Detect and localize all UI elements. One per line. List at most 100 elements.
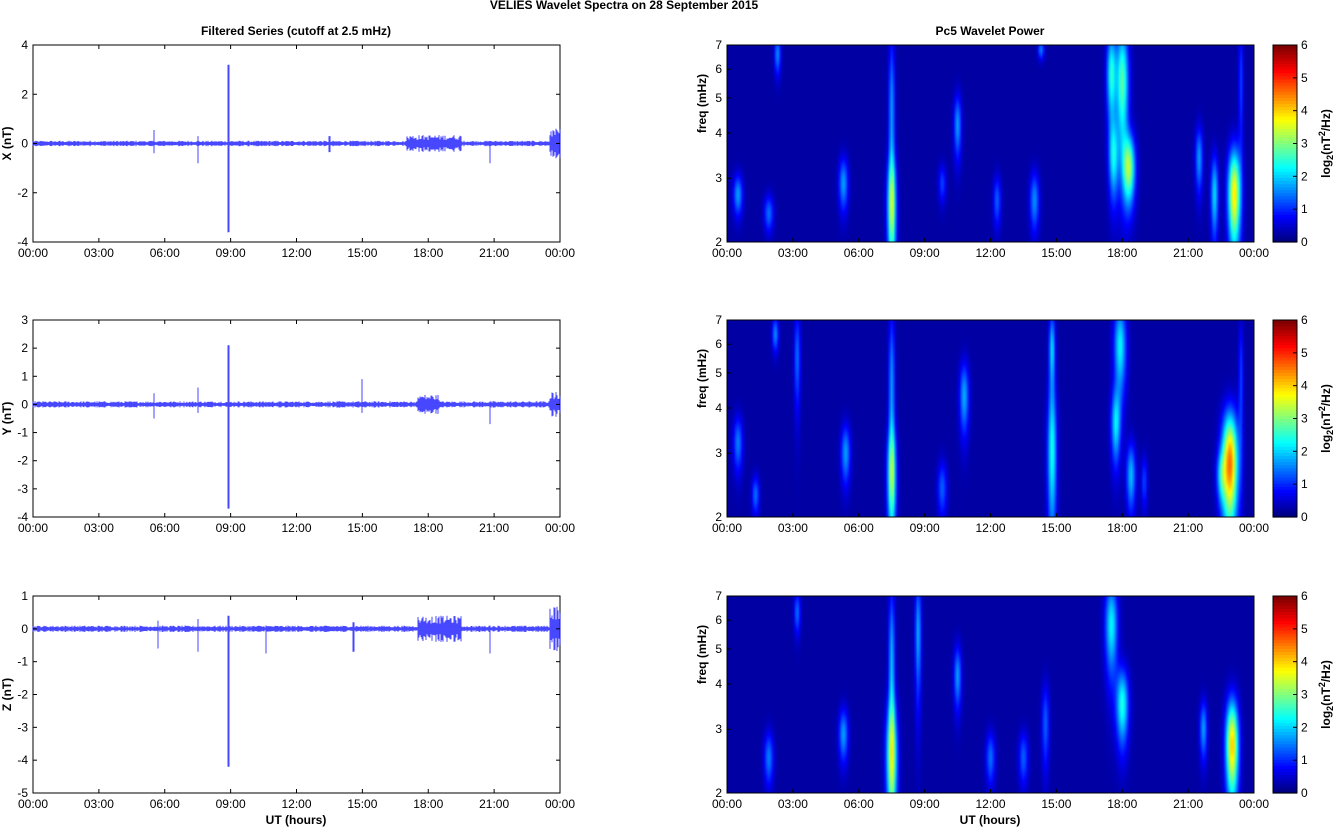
x-tick-label: 15:00 — [1041, 246, 1071, 260]
colorbar-swatch — [1273, 762, 1297, 766]
colorbar-tick-label: 3 — [1301, 412, 1308, 426]
x-tick-label: 00:00 — [712, 246, 742, 260]
y-tick-label: 4 — [21, 38, 28, 52]
x-tick-label: 12:00 — [281, 521, 311, 535]
colorbar-swatch — [1273, 418, 1297, 423]
x-tick-label: 21:00 — [479, 797, 509, 811]
x-tick-label: 03:00 — [778, 521, 808, 535]
y-tick-label: 4 — [715, 126, 722, 140]
colorbar-swatch — [1273, 614, 1297, 619]
colorbar-swatch — [1273, 440, 1297, 444]
colorbar-swatch — [1273, 629, 1297, 634]
right-xlabel: UT (hours) — [960, 813, 1021, 827]
colorbar-swatch — [1273, 685, 1297, 689]
colorbar-label: log2(nT2/Hz) — [1317, 109, 1335, 178]
colorbar-swatch — [1273, 476, 1297, 481]
y-axis-label: X (nT) — [0, 127, 14, 161]
colorbar-swatch — [1273, 326, 1297, 330]
colorbar-swatch — [1273, 642, 1297, 646]
colorbar-swatch — [1273, 654, 1297, 659]
colorbar-swatch — [1273, 617, 1297, 622]
colorbar-swatch — [1273, 332, 1297, 336]
y-tick-label: -4 — [17, 235, 28, 249]
x-tick-label: 18:00 — [1107, 521, 1137, 535]
colorbar-swatch — [1273, 217, 1297, 222]
x-tick-label: 00:00 — [712, 797, 742, 811]
colorbar-swatch — [1273, 734, 1297, 739]
colorbar-swatch — [1273, 390, 1297, 395]
x-tick-label: 03:00 — [84, 246, 114, 260]
line-plot-1: 420-2-400:00 03:00 06:00 09:00 12:00 15:00 18:… — [0, 38, 575, 260]
y-tick-label: 7 — [715, 589, 722, 603]
left-column-title: Filtered Series (cutoff at 2.5 mHz) — [201, 24, 391, 38]
colorbar-swatch — [1273, 789, 1297, 794]
colorbar-tick-label: 0 — [1301, 510, 1308, 524]
colorbar-swatch — [1273, 483, 1297, 487]
colorbar-swatch — [1273, 146, 1297, 151]
colorbar-swatch — [1273, 118, 1297, 123]
x-tick-label: 00:00 — [18, 797, 48, 811]
colorbar-swatch — [1273, 403, 1297, 407]
y-tick-label: 3 — [715, 722, 722, 736]
colorbar-swatch — [1273, 183, 1297, 188]
colorbar-swatch — [1273, 645, 1297, 649]
colorbar-swatch — [1273, 232, 1297, 237]
colorbar-swatch — [1273, 201, 1297, 206]
colorbar-tick-label: 1 — [1301, 753, 1308, 767]
colorbar-swatch — [1273, 155, 1297, 160]
colorbar-swatch — [1273, 350, 1297, 355]
colorbar-swatch — [1273, 353, 1297, 358]
colorbar-swatch — [1273, 356, 1297, 361]
x-tick-label: 12:00 — [281, 246, 311, 260]
colorbar-swatch — [1273, 669, 1297, 674]
spectrogram-image — [727, 596, 1254, 793]
colorbar-swatch — [1273, 78, 1297, 83]
colorbar-swatch — [1273, 189, 1297, 194]
y-tick-label: 7 — [715, 313, 722, 327]
colorbar-swatch — [1273, 112, 1297, 117]
colorbar: 6 5 4 3 2 1 0 log2(nT2/Hz) — [1272, 589, 1335, 800]
colorbar-swatch — [1273, 235, 1297, 240]
x-tick-label: 09:00 — [216, 797, 246, 811]
colorbar-swatch — [1273, 688, 1297, 693]
colorbar-swatch — [1273, 347, 1297, 352]
colorbar-swatch — [1273, 608, 1297, 612]
colorbar-swatch — [1273, 211, 1297, 215]
y-tick-label: 5 — [715, 91, 722, 105]
colorbar-tick-label: 5 — [1301, 346, 1308, 360]
y-tick-label: -3 — [17, 720, 28, 734]
colorbar-label: log2(nT2/Hz) — [1317, 660, 1335, 729]
y-tick-label: -4 — [17, 753, 28, 767]
plot-area: 4 2 0 -2 -4 00:00 03:00 06:00 09:00 12:00 15:00 18:… — [0, 38, 1335, 811]
y-tick-label: -4 — [17, 510, 28, 524]
colorbar-swatch — [1273, 91, 1297, 95]
y-tick-label: -1 — [17, 426, 28, 440]
x-tick-label: 00:00 — [712, 521, 742, 535]
colorbar-swatch — [1273, 464, 1297, 469]
colorbar-swatch — [1273, 48, 1297, 52]
line-plot-3: 10-1-2-3-4-500:00 03:00 06:00 09:00 12:00 15:… — [0, 589, 575, 811]
colorbar-swatch — [1273, 725, 1297, 729]
colorbar-swatch — [1273, 363, 1297, 367]
colorbar-swatch — [1273, 449, 1297, 453]
x-tick-label: 09:00 — [216, 521, 246, 535]
colorbar-swatch — [1273, 458, 1297, 463]
y-tick-label: 6 — [715, 337, 722, 351]
y-tick-label: 0 — [21, 622, 28, 636]
y-tick-label: 2 — [21, 341, 28, 355]
x-tick-label: 06:00 — [150, 246, 180, 260]
colorbar-swatch — [1273, 406, 1297, 410]
y-tick-label: 1 — [21, 589, 28, 603]
colorbar-tick-label: 0 — [1301, 786, 1308, 800]
y-tick-label: 3 — [715, 171, 722, 185]
colorbar-swatch — [1273, 174, 1297, 178]
colorbar-swatch — [1273, 125, 1297, 129]
y-tick-label: -2 — [17, 454, 28, 468]
x-tick-label: 00:00 — [1239, 521, 1269, 535]
x-tick-label: 06:00 — [844, 797, 874, 811]
colorbar-swatch — [1273, 226, 1297, 231]
